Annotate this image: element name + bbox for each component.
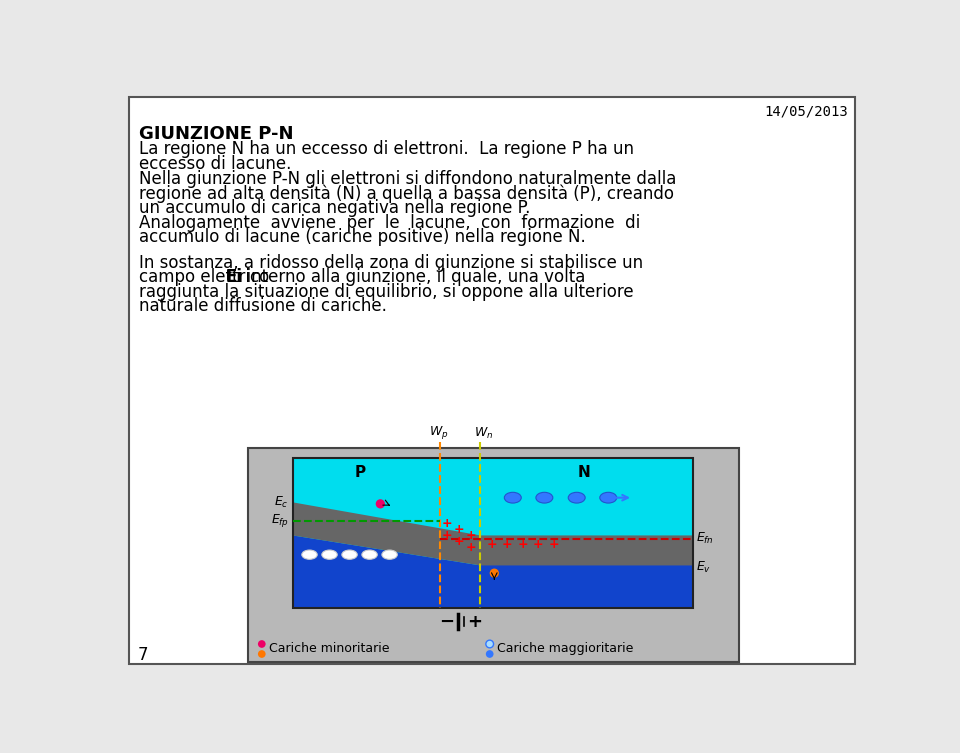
Text: naturale diffusione di cariche.: naturale diffusione di cariche.: [139, 297, 387, 316]
Polygon shape: [293, 502, 693, 566]
Bar: [293, 458, 693, 608]
Ellipse shape: [342, 550, 357, 559]
Circle shape: [490, 569, 499, 578]
Text: +: +: [453, 535, 465, 548]
Ellipse shape: [301, 550, 317, 559]
Ellipse shape: [504, 492, 521, 503]
Text: La regione N ha un eccesso di elettroni.  La regione P ha un: La regione N ha un eccesso di elettroni.…: [139, 140, 635, 158]
Bar: [248, 448, 739, 663]
Text: eccesso di lacune.: eccesso di lacune.: [139, 155, 292, 173]
Text: −: −: [439, 613, 454, 631]
Text: +: +: [548, 538, 559, 551]
Text: N: N: [578, 465, 590, 480]
Text: Cariche minoritarie: Cariche minoritarie: [270, 642, 390, 655]
Text: +: +: [467, 613, 482, 631]
Ellipse shape: [362, 550, 377, 559]
Text: Ei: Ei: [225, 268, 242, 286]
Text: $E_{fn}$: $E_{fn}$: [696, 531, 714, 546]
Text: +: +: [453, 523, 465, 536]
Text: interno alla giunzione, il quale, una volta: interno alla giunzione, il quale, una vo…: [236, 268, 586, 286]
Text: accumulo di lacune (cariche positive) nella regione N.: accumulo di lacune (cariche positive) ne…: [139, 228, 587, 246]
Ellipse shape: [382, 550, 397, 559]
Text: Analogamente  avviene  per  le  lacune,  con  formazione  di: Analogamente avviene per le lacune, con …: [139, 214, 640, 232]
Text: $E_{fp}$: $E_{fp}$: [271, 512, 289, 529]
Text: $W_p$: $W_p$: [429, 424, 448, 441]
Text: +: +: [466, 541, 476, 554]
Circle shape: [375, 499, 385, 508]
Text: +: +: [442, 517, 452, 529]
Bar: [293, 458, 693, 608]
Text: $E_c$: $E_c$: [275, 495, 289, 510]
Text: +: +: [533, 538, 543, 551]
Circle shape: [486, 650, 493, 658]
Text: raggiunta la situazione di equilibrio, si oppone alla ulteriore: raggiunta la situazione di equilibrio, s…: [139, 283, 634, 301]
Circle shape: [258, 650, 266, 658]
Ellipse shape: [600, 492, 616, 503]
Text: +: +: [466, 529, 476, 542]
Ellipse shape: [568, 492, 586, 503]
Bar: [480, 566, 693, 608]
Text: +: +: [487, 538, 497, 551]
Circle shape: [486, 640, 493, 648]
Text: P: P: [355, 465, 366, 480]
Text: campo elettrico: campo elettrico: [139, 268, 280, 286]
Text: Nella giunzione P-N gli elettroni si diffondono naturalmente dalla: Nella giunzione P-N gli elettroni si dif…: [139, 169, 677, 187]
Text: $E_v$: $E_v$: [696, 560, 711, 575]
Text: 7: 7: [138, 646, 148, 664]
Circle shape: [258, 640, 266, 648]
Text: GIUNZIONE P-N: GIUNZIONE P-N: [139, 125, 294, 143]
Text: +: +: [442, 529, 452, 542]
Text: $W_n$: $W_n$: [474, 425, 493, 441]
Ellipse shape: [322, 550, 337, 559]
Text: +: +: [502, 538, 513, 551]
Polygon shape: [293, 535, 480, 608]
Text: regione ad alta densità (N) a quella a bassa densità (P), creando: regione ad alta densità (N) a quella a b…: [139, 184, 674, 203]
Text: un accumulo di carica negativa nella regione P.: un accumulo di carica negativa nella reg…: [139, 199, 531, 217]
Text: Cariche maggioritarie: Cariche maggioritarie: [497, 642, 634, 655]
Text: 14/05/2013: 14/05/2013: [764, 104, 848, 118]
Text: In sostanza, a ridosso della zona di giunzione si stabilisce un: In sostanza, a ridosso della zona di giu…: [139, 254, 643, 272]
Ellipse shape: [536, 492, 553, 503]
Text: +: +: [517, 538, 528, 551]
